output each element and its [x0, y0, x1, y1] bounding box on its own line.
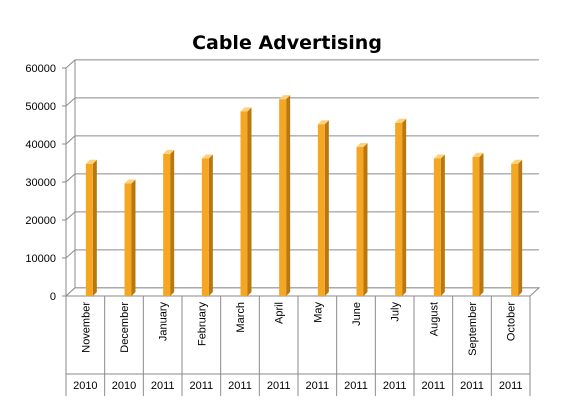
bar-side — [518, 159, 523, 296]
bar-top — [124, 179, 136, 184]
x-tick-label-month: August — [428, 302, 440, 336]
bar-front — [472, 156, 480, 296]
x-tick-label-month: April — [274, 302, 286, 324]
x-tick-label-year: 2011 — [151, 380, 175, 392]
bar-front — [511, 163, 519, 296]
x-tick-label-year: 2011 — [383, 380, 407, 392]
bar-top — [472, 152, 484, 157]
chart-floor — [64, 287, 541, 297]
bar-front — [433, 158, 441, 296]
x-tick-label-year: 2010 — [112, 380, 136, 392]
x-tick-label-year: 2011 — [422, 380, 446, 392]
x-tick-label-year: 2011 — [228, 380, 252, 392]
x-tick-label-month: February — [196, 302, 208, 347]
bar-august — [433, 154, 445, 296]
y-tick-label: 30000 — [25, 177, 56, 189]
bar-july — [395, 118, 407, 296]
gridline-depth — [65, 249, 76, 259]
x-tick-label-month: November — [80, 302, 92, 353]
bar-december — [124, 179, 136, 296]
bar-september — [472, 152, 484, 296]
bar-april — [279, 95, 291, 296]
y-axis-tick-labels: 0 10000 20000 30000 40000 50000 60000 — [25, 63, 56, 303]
bar-side — [247, 107, 252, 296]
bar-may — [317, 120, 329, 297]
bar-october — [511, 159, 523, 296]
bar-top — [240, 107, 252, 112]
bar-top — [356, 143, 368, 148]
bar-side — [170, 149, 175, 296]
bar-top — [201, 154, 213, 159]
chart-title: Cable Advertising — [192, 32, 382, 54]
x-tick-label-month: March — [235, 302, 247, 333]
bar-front — [317, 124, 325, 297]
x-tick-label-year: 2011 — [499, 380, 523, 392]
bar-side — [208, 154, 213, 296]
x-tick-label-month: December — [119, 302, 131, 353]
bar-january — [163, 149, 175, 296]
bar-front — [163, 153, 171, 296]
bar-side — [363, 143, 368, 296]
bar-front — [85, 163, 93, 296]
x-tick-label-year: 2011 — [344, 380, 368, 392]
bar-front — [201, 158, 209, 296]
bar-side — [324, 120, 329, 297]
bar-side — [440, 154, 445, 296]
y-tick-label: 60000 — [25, 63, 56, 75]
gridline-depth — [65, 97, 76, 107]
bar-side — [402, 118, 407, 296]
x-tick-label-month: September — [467, 302, 479, 356]
y-tick-label: 0 — [50, 291, 56, 303]
gridline-depth — [65, 135, 76, 145]
bar-top — [317, 120, 329, 125]
x-tick-label-year: 2011 — [306, 380, 330, 392]
bar-top — [433, 154, 445, 159]
y-tick-label: 40000 — [25, 139, 56, 151]
bar-side — [92, 159, 97, 296]
y-tick-label: 50000 — [25, 101, 56, 113]
bar-top — [163, 149, 175, 154]
y-tick-label: 20000 — [25, 215, 56, 227]
bar-june — [356, 143, 368, 296]
bar-side — [286, 95, 291, 296]
x-tick-label-year: 2011 — [460, 380, 484, 392]
bar-front — [279, 99, 287, 296]
y-tick-label: 10000 — [25, 253, 56, 265]
bar-top — [395, 118, 407, 123]
gridline-depth — [65, 173, 76, 183]
bar-front — [356, 147, 364, 296]
x-tick-label-year: 2010 — [73, 380, 97, 392]
gridlines — [62, 59, 541, 297]
x-tick-label-month: May — [312, 302, 324, 323]
bar-front — [124, 183, 132, 296]
x-tick-label-year: 2011 — [267, 380, 291, 392]
category-axis: November 2010 December 2010 January 2011 Febru… — [65, 296, 531, 396]
bar-november — [85, 159, 97, 296]
gridline-depth — [65, 59, 76, 69]
bar-top — [85, 159, 97, 164]
bar-top — [511, 159, 523, 164]
bar-side — [131, 179, 136, 296]
x-tick-label-month: June — [351, 302, 363, 326]
bar-top — [279, 95, 291, 100]
gridline-depth — [65, 211, 76, 221]
bar-february — [201, 154, 213, 296]
bar-side — [479, 152, 484, 296]
bar-front — [240, 111, 248, 296]
bar-front — [395, 122, 403, 296]
bars — [85, 95, 523, 297]
x-tick-label-year: 2011 — [190, 380, 214, 392]
x-tick-label-month: October — [506, 302, 518, 341]
x-tick-label-month: January — [158, 302, 170, 342]
x-tick-label-month: July — [390, 302, 402, 322]
bar-march — [240, 107, 252, 296]
